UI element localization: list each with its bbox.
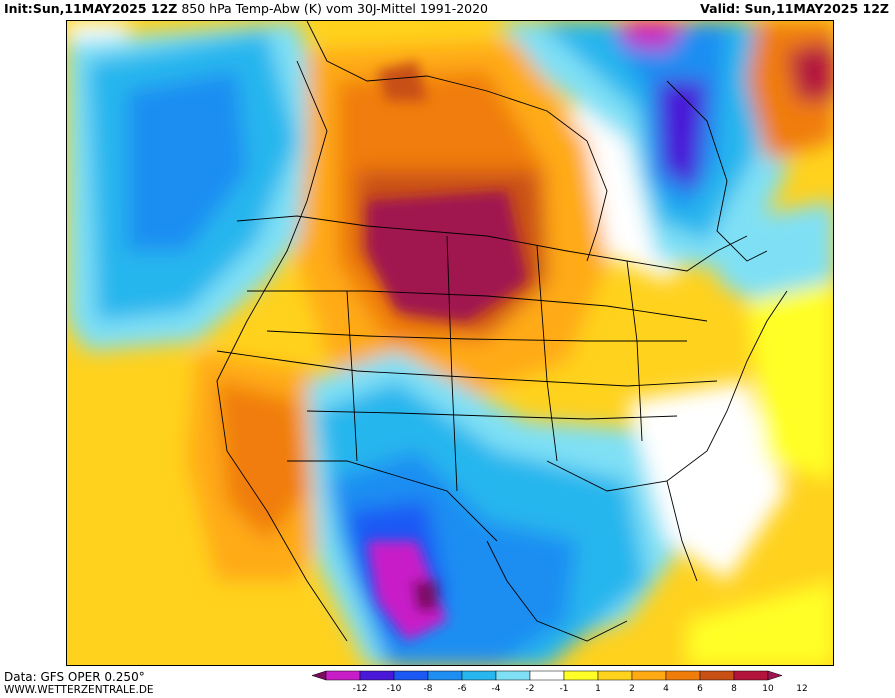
- header-init: Init:Sun,11MAY2025 12Z 850 hPa Temp-Abw …: [4, 2, 488, 16]
- coastline-florida: [666, 480, 698, 582]
- coastline-west: [216, 60, 348, 642]
- state-line-3: [346, 290, 358, 462]
- near-normal-southeast: [627, 381, 787, 581]
- legend-tick-label: 12: [796, 684, 807, 694]
- cold-pacific-core: [127, 71, 247, 251]
- political-boundaries: [216, 21, 788, 642]
- warm-atlantic: [747, 281, 833, 481]
- website-credit: WWW.WETTERZENTRALE.DE: [4, 684, 154, 696]
- legend-tick-label: -6: [458, 684, 467, 694]
- map-title: 850 hPa Temp-Abw (K) vom 30J-Mittel 1991…: [181, 1, 489, 16]
- valid-label: Valid:: [700, 1, 741, 16]
- legend-swatch: [665, 670, 701, 681]
- warm-arctic-patch: [377, 61, 427, 101]
- coastline-gulf-mexico: [486, 540, 628, 642]
- legend-tick-label: -4: [492, 684, 501, 694]
- legend-tick-label: 2: [629, 684, 635, 694]
- legend-arrow-low: [311, 670, 327, 681]
- legend-swatch: [529, 670, 565, 681]
- legend-swatch: [325, 670, 361, 681]
- border-us-mexico: [287, 460, 498, 542]
- legend-tick-label: -1: [560, 684, 569, 694]
- color-legend-svg: -12 -10 -8 -6 -4 -2 -1 1 2 4 6 8 10 12: [311, 670, 808, 694]
- border-great-lakes: [626, 235, 748, 272]
- legend-tick-label: -8: [424, 684, 433, 694]
- warm-northeast-core: [787, 41, 833, 101]
- map-header: Init:Sun,11MAY2025 12Z 850 hPa Temp-Abw …: [0, 0, 895, 18]
- header-valid: Valid: Sun,11MAY2025 12Z: [700, 2, 889, 16]
- cold-north-max: [617, 21, 687, 51]
- warm-caribbean: [687, 581, 833, 665]
- cold-core-mexico: [367, 541, 447, 641]
- init-time: Sun,11MAY2025 12Z: [32, 1, 178, 16]
- legend-swatch: [495, 670, 531, 681]
- legend-tick-label: 10: [762, 684, 774, 694]
- cold-core-mexico-deep: [412, 581, 437, 611]
- state-line-1: [216, 350, 718, 387]
- legend-swatch: [393, 670, 429, 681]
- data-source: Data: GFS OPER 0.250°: [4, 670, 145, 684]
- color-legend: -12 -10 -8 -6 -4 -2 -1 1 2 4 6 8 10 12: [310, 668, 892, 694]
- legend-swatch: [631, 670, 667, 681]
- legend-swatch: [597, 670, 633, 681]
- valid-time: Sun,11MAY2025 12Z: [744, 1, 889, 16]
- legend-arrow-high: [767, 670, 783, 681]
- legend-tick-label: -10: [387, 684, 402, 694]
- legend-swatch: [359, 670, 395, 681]
- legend-swatch: [461, 670, 497, 681]
- legend-swatch: [427, 670, 463, 681]
- legend-tick-label: -12: [353, 684, 368, 694]
- coastline-hudson: [306, 21, 608, 262]
- legend-swatch: [733, 670, 769, 681]
- state-line-5: [536, 245, 558, 462]
- warm-core-northern-plains: [367, 191, 527, 321]
- legend-tick-label: -2: [526, 684, 535, 694]
- legend-swatch: [699, 670, 735, 681]
- anomaly-map: [66, 20, 834, 666]
- state-line-4: [446, 235, 458, 492]
- state-line-6: [266, 330, 687, 342]
- anomaly-map-svg: [67, 21, 833, 665]
- legend-tick-label: 4: [663, 684, 669, 694]
- legend-tick-label: 1: [595, 684, 601, 694]
- border-canada-us: [236, 215, 628, 262]
- init-label: Init:: [4, 1, 33, 16]
- coastline-labrador: [666, 80, 768, 262]
- state-line-7: [306, 410, 678, 420]
- legend-tick-label: 8: [731, 684, 737, 694]
- state-line-2: [247, 290, 708, 322]
- legend-swatch: [563, 670, 599, 681]
- coastline-east: [546, 290, 788, 492]
- state-line-8: [626, 260, 643, 442]
- legend-tick-label: 6: [697, 684, 703, 694]
- warm-west-coast: [217, 381, 307, 541]
